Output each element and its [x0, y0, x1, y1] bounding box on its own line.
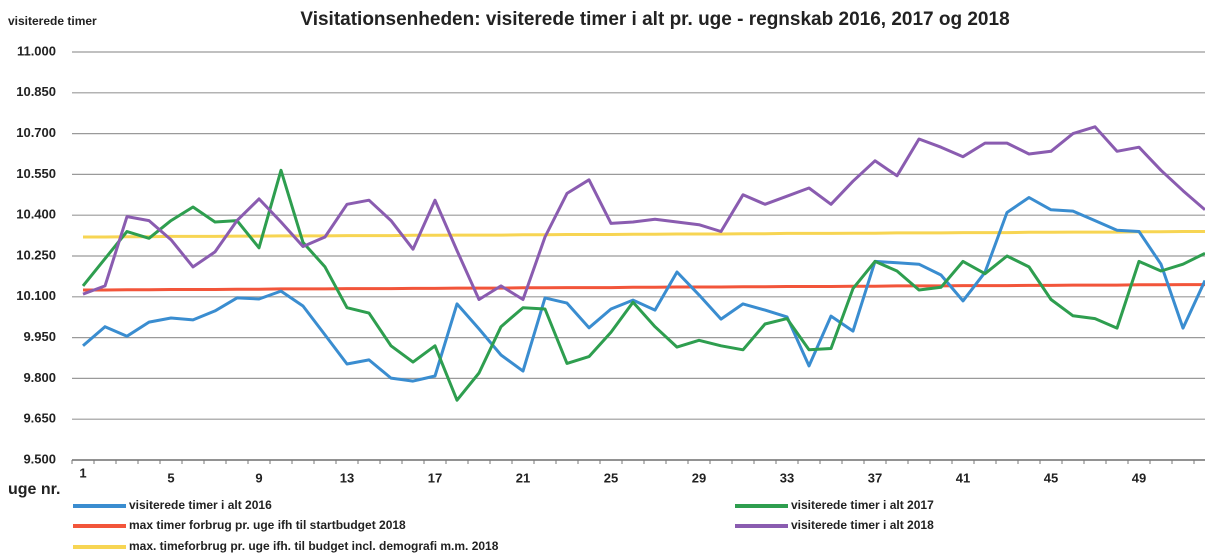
series-line	[82, 125, 1205, 301]
y-tick-label: 9.950	[23, 329, 56, 344]
y-tick-label: 10.250	[16, 247, 56, 262]
legend-label: visiterede timer i alt 2018	[791, 518, 934, 532]
y-tick-label: 10.400	[16, 207, 56, 222]
x-tick-label: 41	[956, 470, 970, 485]
legend-label: max timer forbrug pr. uge ifh til startb…	[129, 518, 406, 532]
y-tick-label: 10.550	[16, 166, 56, 181]
legend-label: visiterede timer i alt 2017	[791, 498, 934, 512]
legend-label: max. timeforbrug pr. uge ifh. til budget…	[129, 539, 499, 553]
series-line	[83, 230, 1205, 239]
x-tick-label: 1	[79, 465, 86, 480]
x-tick-label: 37	[868, 470, 882, 485]
y-tick-label: 9.650	[23, 411, 56, 426]
y-tick-label: 10.850	[16, 84, 56, 99]
y-tick-label: 9.800	[23, 370, 56, 385]
y-tick-label: 10.700	[16, 125, 56, 140]
x-tick-label: 5	[167, 470, 174, 485]
x-tick-label: 25	[604, 470, 618, 485]
y-tick-label: 9.500	[23, 451, 56, 466]
chart-title: Visitationsenheden: visiterede timer i a…	[300, 9, 1009, 30]
x-tick-label: 21	[516, 470, 530, 485]
x-tick-label: 13	[340, 470, 354, 485]
y-axis-label: visiterede timer	[8, 14, 97, 28]
y-tick-label: 11.000	[17, 43, 56, 58]
x-tick-label: 9	[255, 470, 262, 485]
series-line	[83, 283, 1205, 292]
y-tick-label: 10.100	[16, 288, 56, 303]
x-axis-label: uge nr.	[8, 481, 60, 498]
series-line	[82, 196, 1205, 383]
x-tick-label: 29	[692, 470, 706, 485]
x-tick-label: 33	[780, 470, 794, 485]
x-tick-label: 45	[1044, 470, 1058, 485]
x-tick-label: 49	[1132, 470, 1146, 485]
legend-label: visiterede timer i alt 2016	[129, 498, 272, 512]
x-tick-label: 17	[428, 470, 442, 485]
